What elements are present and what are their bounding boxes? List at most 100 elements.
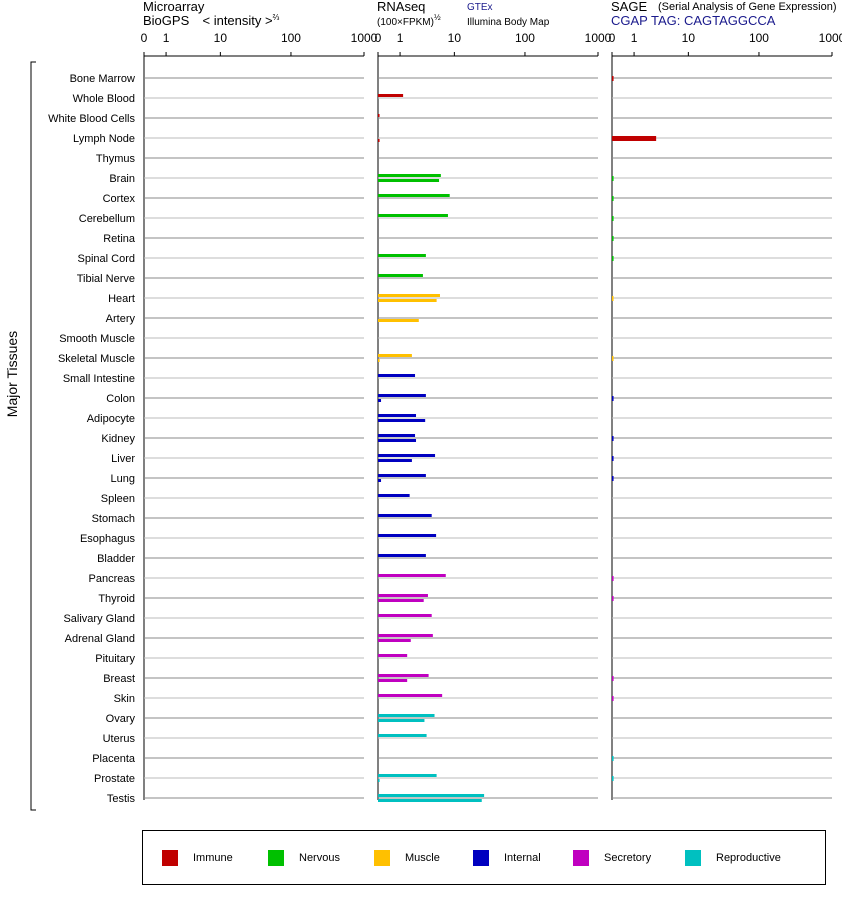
bar-gtex — [378, 94, 404, 97]
bar-sage — [612, 356, 614, 361]
bar-sage — [612, 196, 614, 201]
bar-illumina-body-map — [378, 179, 440, 182]
bar-illumina-body-map — [378, 599, 424, 602]
category-label: Skin — [114, 693, 135, 705]
legend-swatch-secretory — [573, 850, 589, 866]
category-label: Esophagus — [80, 533, 136, 545]
bar-gtex — [378, 254, 426, 257]
category-label: Tibial Nerve — [77, 273, 135, 285]
category-label: Testis — [107, 793, 136, 805]
bar-gtex — [378, 514, 432, 517]
legend-label-immune: Immune — [193, 852, 233, 864]
category-label: Small Intestine — [63, 373, 135, 385]
rnaseq-tick-label: 0 — [375, 31, 382, 45]
bar-sage — [612, 176, 614, 181]
rnaseq-tick-label: 1000 — [585, 31, 612, 45]
bar-gtex — [378, 394, 426, 397]
category-label: Heart — [108, 293, 135, 305]
bar-illumina-body-map — [378, 779, 380, 782]
legend-label-nervous: Nervous — [299, 852, 340, 864]
category-label: Salivary Gland — [63, 613, 135, 625]
category-label: Prostate — [94, 773, 135, 785]
category-label: Adrenal Gland — [65, 633, 135, 645]
bar-sage — [612, 756, 614, 761]
bar-gtex — [378, 634, 433, 637]
category-label: Liver — [111, 453, 135, 465]
bar-gtex — [378, 574, 446, 577]
bar-gtex — [378, 194, 450, 197]
bar-gtex — [378, 774, 437, 777]
bar-sage — [612, 136, 657, 141]
bar-sage — [612, 236, 614, 241]
bar-gtex — [378, 614, 432, 617]
category-label: Colon — [106, 393, 135, 405]
intensity-exponent: ⅔ — [272, 13, 280, 22]
category-label: Retina — [103, 233, 136, 245]
rnaseq-tick-label: 1 — [397, 31, 404, 45]
bar-illumina-body-map — [378, 459, 412, 462]
legend: Immune Nervous Muscle Internal Secretory… — [142, 830, 826, 885]
category-label: Smooth Muscle — [59, 333, 135, 345]
rnaseq-unit: (100×FPKM)½ — [377, 13, 441, 28]
microarray-tick-label: 100 — [281, 31, 301, 45]
bar-illumina-body-map — [378, 319, 419, 322]
category-label: Ovary — [106, 713, 136, 725]
bar-gtex — [378, 554, 426, 557]
category-label: Brain — [109, 173, 135, 185]
gtex-link[interactable]: GTEx — [467, 2, 493, 13]
category-label: Placenta — [92, 753, 136, 765]
bar-gtex — [378, 534, 437, 537]
sage-subtitle: (Serial Analysis of Gene Expression) — [658, 1, 837, 13]
bar-illumina-body-map — [378, 439, 417, 442]
bar-gtex — [378, 794, 485, 797]
legend-swatch-muscle — [374, 850, 390, 866]
biogps-label[interactable]: BioGPS — [143, 13, 190, 28]
microarray-tick-label: 1 — [163, 31, 170, 45]
microarray-tick-label: 10 — [214, 31, 228, 45]
legend-label-reproductive: Reproductive — [716, 852, 781, 864]
bar-sage — [612, 456, 614, 461]
bar-illumina-body-map — [378, 419, 426, 422]
fpkm-exponent: ½ — [433, 13, 441, 22]
sage-tick-label: 10 — [682, 31, 696, 45]
category-label: White Blood Cells — [48, 113, 135, 125]
microarray-title: Microarray — [143, 0, 205, 14]
bar-illumina-body-map — [378, 639, 411, 642]
bar-illumina-body-map — [378, 299, 437, 302]
bar-gtex — [378, 374, 416, 377]
category-label: Thymus — [96, 153, 136, 165]
category-label: Pituitary — [95, 653, 135, 665]
bar-gtex — [378, 694, 443, 697]
bar-sage — [612, 296, 614, 301]
legend-swatch-reproductive — [685, 850, 701, 866]
bar-gtex — [378, 454, 436, 457]
sage-tick-label: 1 — [631, 31, 638, 45]
category-label: Kidney — [101, 433, 135, 445]
category-label: Skeletal Muscle — [58, 353, 135, 365]
sage-tick-label: 100 — [749, 31, 769, 45]
legend-label-secretory: Secretory — [604, 852, 652, 864]
category-label: Uterus — [103, 733, 136, 745]
bar-gtex — [378, 674, 429, 677]
bar-gtex — [378, 294, 440, 297]
bar-gtex — [378, 474, 426, 477]
illumina-body-map-link[interactable]: Illumina Body Map — [467, 17, 550, 28]
bar-illumina-body-map — [378, 399, 382, 402]
cgap-tag-link[interactable]: CGAP TAG: CAGTAGGCCA — [611, 13, 776, 28]
bar-illumina-body-map — [378, 139, 380, 142]
bar-illumina-body-map — [378, 479, 382, 482]
bar-sage — [612, 476, 614, 481]
category-label: Thyroid — [98, 593, 135, 605]
bar-sage — [612, 396, 614, 401]
legend-swatch-immune — [162, 850, 178, 866]
sage-tick-label: 0 — [609, 31, 616, 45]
category-label: Pancreas — [89, 573, 136, 585]
legend-label-muscle: Muscle — [405, 852, 440, 864]
rnaseq-tick-label: 10 — [448, 31, 462, 45]
bar-gtex — [378, 714, 435, 717]
legend-swatch-internal — [473, 850, 489, 866]
intensity-label: < intensity > — [202, 13, 273, 28]
category-label: Stomach — [92, 513, 135, 525]
bar-illumina-body-map — [378, 719, 425, 722]
